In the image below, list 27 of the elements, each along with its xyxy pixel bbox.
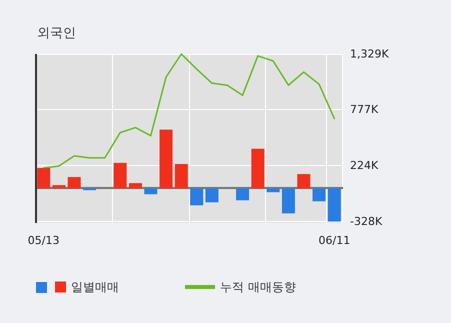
line-series [42, 53, 336, 169]
bar [297, 174, 310, 188]
bar [174, 164, 188, 188]
legend-label: 누적 매매동향 [220, 280, 296, 294]
bar [266, 188, 280, 192]
legend-label: 일별매매 [71, 280, 119, 294]
bar [52, 185, 66, 188]
bar [328, 188, 341, 222]
bar [37, 168, 50, 188]
x-tick-label: 05/13 [28, 234, 60, 247]
bar [205, 188, 218, 202]
bar [160, 130, 173, 188]
bar [128, 183, 142, 188]
bar [114, 162, 127, 188]
y-tick-label: -328K [350, 214, 383, 228]
bar [251, 148, 264, 188]
bar [190, 188, 204, 206]
y-tick-label: 777K [350, 103, 379, 116]
x-tick-label: 06/11 [318, 234, 350, 247]
bar [144, 188, 158, 194]
bar [282, 188, 295, 214]
bar [312, 188, 326, 202]
y-tick-label: 1,329K [350, 48, 390, 60]
bar [68, 177, 81, 188]
y-tick-label: 224K [350, 159, 379, 172]
bar [236, 188, 250, 200]
chart-title: 외국인 [37, 26, 76, 41]
